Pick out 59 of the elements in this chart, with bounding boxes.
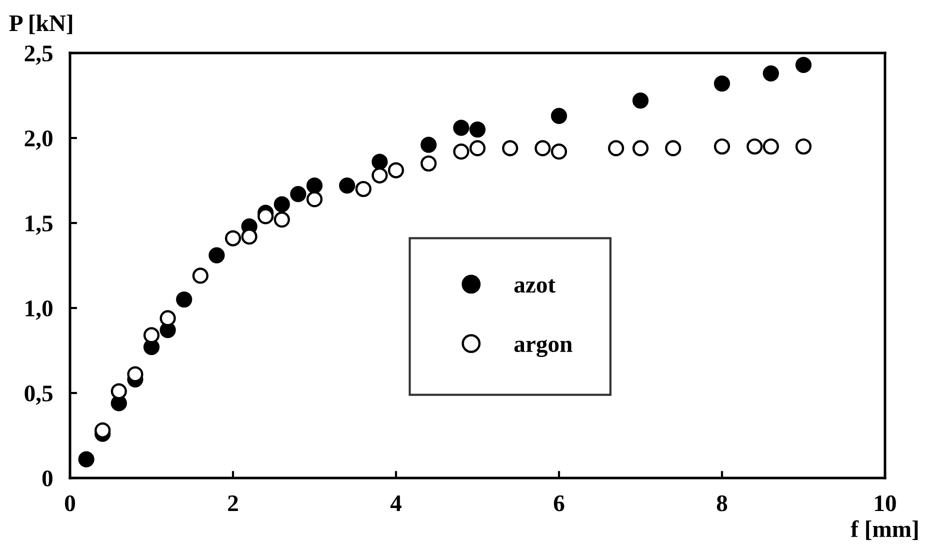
point bbox=[290, 186, 306, 202]
point bbox=[502, 140, 518, 156]
point bbox=[160, 310, 176, 326]
legend-label: azot bbox=[514, 279, 556, 293]
point bbox=[143, 327, 160, 344]
x-tick-label: 4 bbox=[390, 496, 402, 512]
point bbox=[420, 155, 437, 172]
point bbox=[665, 140, 682, 156]
point bbox=[339, 178, 356, 194]
point bbox=[762, 65, 779, 82]
y-tick-label: 2,5 bbox=[24, 46, 52, 65]
point bbox=[632, 92, 649, 109]
point bbox=[469, 140, 486, 156]
point bbox=[453, 144, 470, 160]
point bbox=[746, 138, 763, 155]
point bbox=[795, 56, 812, 73]
point bbox=[258, 208, 274, 224]
point bbox=[306, 178, 323, 194]
x-tick-label: 10 bbox=[875, 495, 896, 512]
y-tick-label: 2,0 bbox=[24, 130, 52, 150]
point bbox=[762, 138, 779, 155]
y-axis-title: P [kN] bbox=[9, 14, 72, 34]
point bbox=[306, 191, 323, 208]
point bbox=[224, 230, 242, 246]
point bbox=[94, 422, 111, 438]
point bbox=[550, 108, 568, 124]
x-tick-label: 2 bbox=[228, 495, 238, 512]
y-tick-label: 0 bbox=[42, 470, 52, 486]
point bbox=[714, 138, 730, 155]
point bbox=[388, 162, 404, 178]
y-tick-label: 0,5 bbox=[24, 385, 52, 405]
point bbox=[550, 144, 568, 160]
point bbox=[469, 121, 486, 138]
point bbox=[534, 140, 551, 156]
legend-label: argon bbox=[514, 340, 572, 358]
point bbox=[208, 247, 225, 264]
point bbox=[110, 383, 127, 400]
point bbox=[176, 291, 192, 308]
y-tick-label: 1,5 bbox=[26, 216, 52, 235]
point bbox=[241, 228, 258, 245]
x-tick-label: 6 bbox=[554, 495, 564, 512]
x-tick-label: 0 bbox=[64, 495, 76, 512]
x-tick-label: 8 bbox=[716, 495, 728, 512]
y-tick-label: 1,0 bbox=[26, 300, 52, 320]
point bbox=[274, 196, 290, 212]
point bbox=[372, 154, 388, 170]
point bbox=[372, 167, 388, 184]
point bbox=[355, 180, 372, 198]
point bbox=[608, 140, 624, 156]
point bbox=[714, 76, 730, 92]
point bbox=[453, 120, 470, 136]
point bbox=[127, 366, 144, 382]
point bbox=[274, 212, 290, 228]
point bbox=[78, 451, 94, 468]
point bbox=[632, 140, 649, 156]
point bbox=[420, 136, 437, 153]
point bbox=[192, 268, 208, 284]
x-axis-title: f [mm] bbox=[850, 520, 918, 540]
point bbox=[795, 138, 812, 155]
